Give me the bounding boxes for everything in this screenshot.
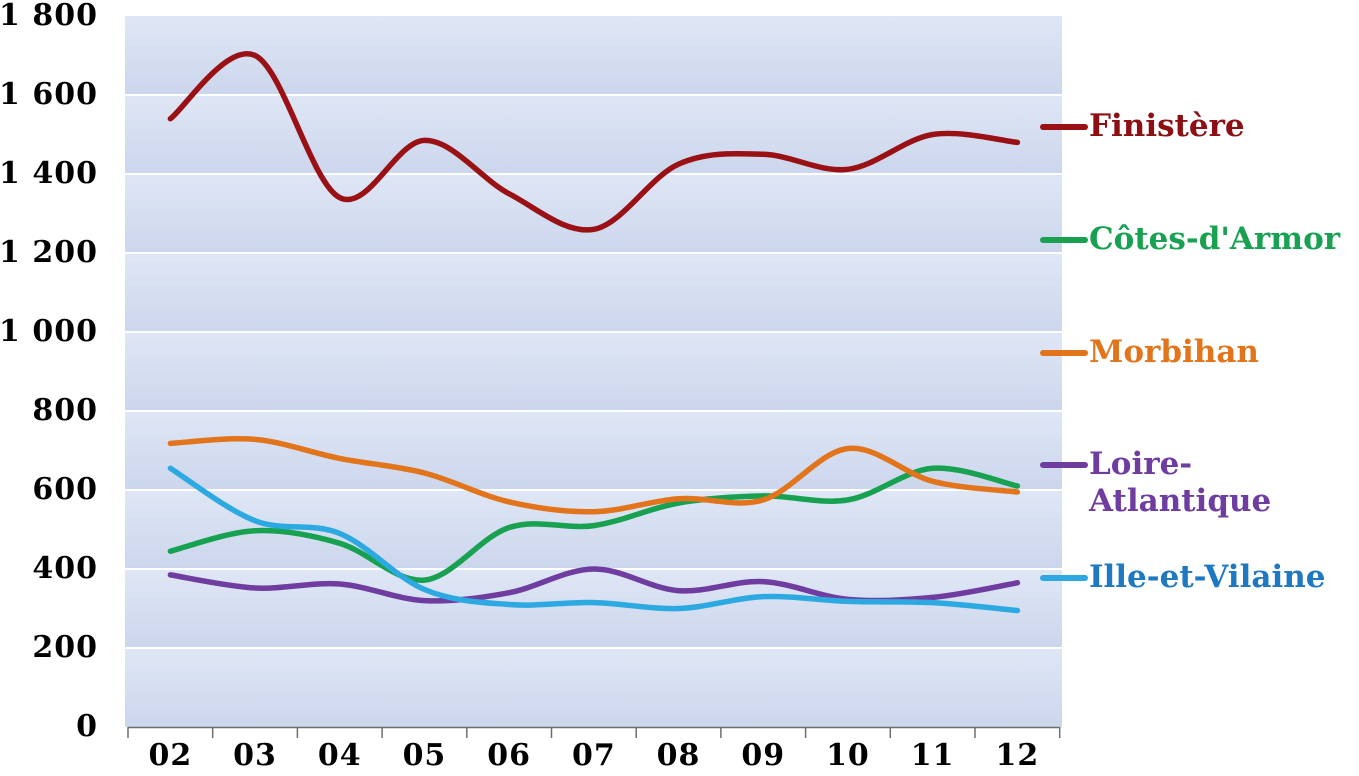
legend-entry-ille-et-vilaine: Ille-et-Vilaine [1040,559,1325,596]
legend-label: Côtes-d'Armor [1089,221,1341,257]
legend-swatch-line [1040,124,1088,130]
chart-canvas [125,51,1062,738]
series-line-finistere [167,51,1021,233]
y-axis-label: 800 [32,392,98,428]
legend-entry-morbihan: Morbihan [1040,334,1259,371]
x-axis-label: 05 [402,738,447,773]
y-axis-label: 0 [76,708,98,744]
x-axis-label: 06 [487,738,532,773]
series-line-loire-atlantique [167,566,1021,604]
y-axis-label: 1 800 [0,0,98,33]
legend-swatch-line [1040,237,1088,243]
legend-entry-loire-atlantique: Loire- Atlantique [1040,446,1271,520]
legend-label: Loire- Atlantique [1089,446,1272,519]
legend-entry-cotes-d-armor: Côtes-d'Armor [1040,221,1340,258]
series-line-morbihan [167,436,1021,515]
y-axis-label: 1 200 [0,234,98,270]
legend-swatch-line [1040,575,1088,581]
x-axis-label: 03 [233,738,277,773]
series-line-ille-et-vilaine [167,465,1021,614]
legend-label: Finistère [1089,108,1245,144]
series-line-cotes-d-armor [167,465,1021,583]
y-axis: 1 800 1 600 1 400 1 200 1 000 800 600 400 200 0 [0,0,100,744]
legend-label: Morbihan [1089,334,1259,370]
x-axis-label: 02 [148,738,193,773]
y-axis-label: 1 000 [0,313,98,349]
legend-label: Ille-et-Vilaine [1089,559,1326,595]
x-axis-label: 11 [910,738,955,773]
y-axis-label: 200 [32,629,98,665]
y-axis-label: 1 400 [0,155,98,191]
y-axis-label: 400 [32,550,98,586]
x-axis-label: 07 [571,738,616,773]
x-axis: 02 03 04 05 06 07 08 09 10 11 12 [125,738,1062,776]
x-axis-label: 08 [656,738,701,773]
y-axis-label: 1 600 [0,76,98,112]
legend: Finistère Côtes-d'Armor Morbihan Loire- Atl… [1040,0,1359,776]
plot-area [125,16,1062,727]
x-axis-label: 04 [317,738,362,773]
x-axis-label: 12 [995,738,1040,773]
x-axis-label: 10 [826,738,870,773]
x-axis-label: 09 [741,738,786,773]
legend-swatch-line [1040,350,1088,356]
legend-entry-finistere: Finistère [1040,108,1245,145]
y-axis-label: 600 [32,471,98,507]
legend-swatch-line [1040,462,1088,468]
